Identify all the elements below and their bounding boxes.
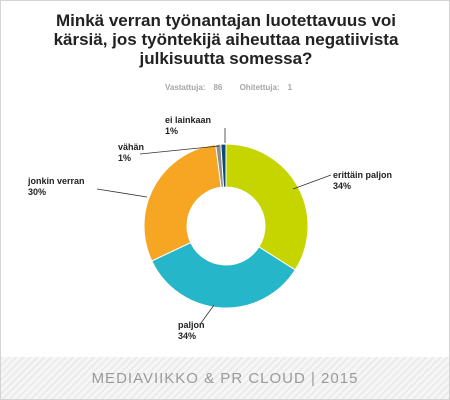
- title-line: Minkä verran työnantajan luotettavuus vo…: [55, 11, 397, 30]
- chart-title: Minkä verran työnantajan luotettavuus vo…: [31, 11, 421, 68]
- slice-value-label: 34%: [178, 331, 196, 341]
- skipped-stat: Ohitettuja: 1: [235, 83, 292, 92]
- skipped-count: 1: [287, 83, 293, 92]
- leader-line: [292, 174, 332, 190]
- answered-count: 86: [213, 83, 223, 92]
- slice-value-label: 1%: [118, 153, 131, 163]
- leader-line: [139, 145, 220, 155]
- skipped-label: Ohitettuja:: [239, 83, 280, 92]
- slice-label: erittäin paljon: [333, 170, 392, 180]
- donut-slice-2: [151, 241, 296, 309]
- footer-text: MEDIAVIIKKO & PR CLOUD | 2015: [91, 370, 359, 387]
- title-line: kärsiä, jos työntekijä aiheuttaa negatii…: [53, 30, 399, 49]
- leader-line: [200, 304, 215, 324]
- footer-banner: MEDIAVIIKKO & PR CLOUD | 2015: [1, 357, 449, 399]
- title-line: julkisuutta somessa?: [139, 49, 313, 68]
- donut-slice-3: [143, 144, 222, 262]
- slice-value-label: 34%: [333, 181, 351, 191]
- donut-slice-1: [225, 143, 309, 271]
- slice-value-label: 30%: [28, 187, 46, 197]
- slice-value-label: 1%: [165, 126, 178, 136]
- slice-label: jonkin verran: [27, 176, 85, 186]
- donut-slice-5: [220, 143, 227, 188]
- slice-label: vähän: [118, 142, 144, 152]
- slice-label: paljon: [178, 320, 205, 330]
- response-stats: Vastattuja: 86 Ohitettuja: 1: [1, 83, 449, 92]
- leader-line: [96, 188, 148, 198]
- slice-label: ei lainkaan: [165, 115, 211, 125]
- answered-label: Vastattuja:: [164, 83, 206, 92]
- answered-stat: Vastattuja: 86: [160, 83, 222, 92]
